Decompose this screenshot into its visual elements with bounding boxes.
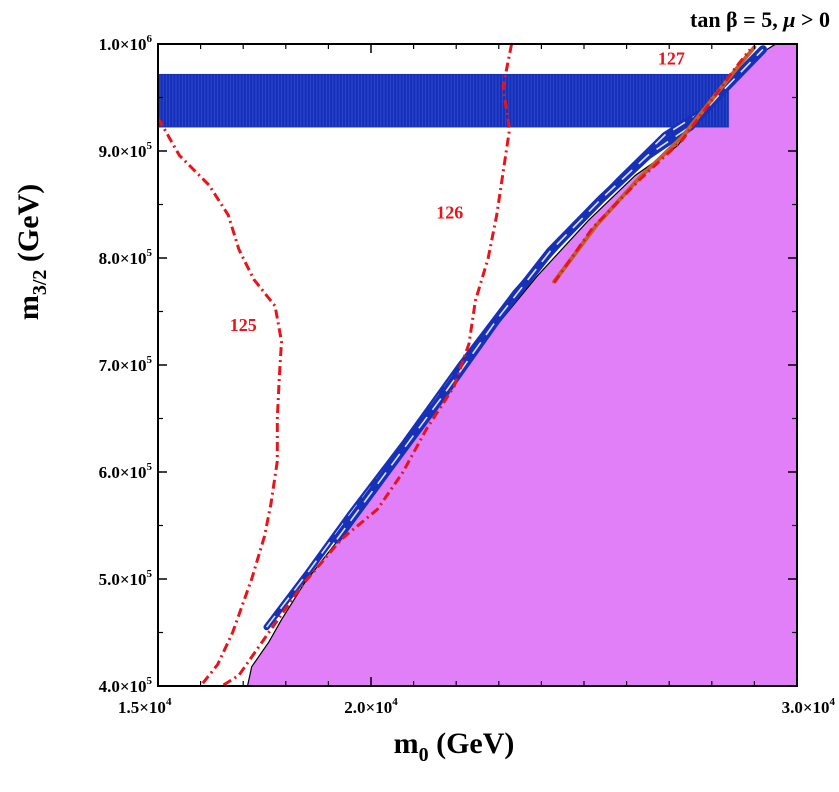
y-tick-label: 6.0×105 [99,461,153,482]
axis-ticks: 1.5×104 2.0×104 3.0×104 4.0×105 5.0×105 6.0×1… [99,33,836,717]
x-tick-label: 1.5×104 [118,696,172,717]
chart-title: tan β = 5, μ > 0 [690,7,830,32]
contour-125 [158,117,283,686]
y-tick-label: 5.0×105 [99,568,153,589]
contour-126 [221,44,514,686]
y-tick-label: 7.0×105 [99,354,153,375]
excluded-region [200,44,797,686]
contour-label-126: 126 [436,202,463,222]
contour-label-125: 125 [230,315,257,335]
y-tick-label: 9.0×105 [99,140,153,161]
y-tick-label: 4.0×105 [99,675,153,696]
allowed-band-texture [159,74,727,127]
contour-127 [552,48,752,284]
allowed-strip-gap-2 [336,48,764,540]
x-tick-label: 3.0×104 [782,696,836,717]
y-tick-label: 8.0×105 [99,247,153,268]
y-tick-label: 1.0×106 [99,33,153,54]
y-axis-title: m3/2 (GeV) [12,184,51,320]
plot-area: 125 126 127 [158,44,797,686]
contour-label-127: 127 [658,48,685,68]
x-axis-title: m0 (GeV) [394,727,515,766]
x-tick-label: 2.0×104 [344,696,398,717]
